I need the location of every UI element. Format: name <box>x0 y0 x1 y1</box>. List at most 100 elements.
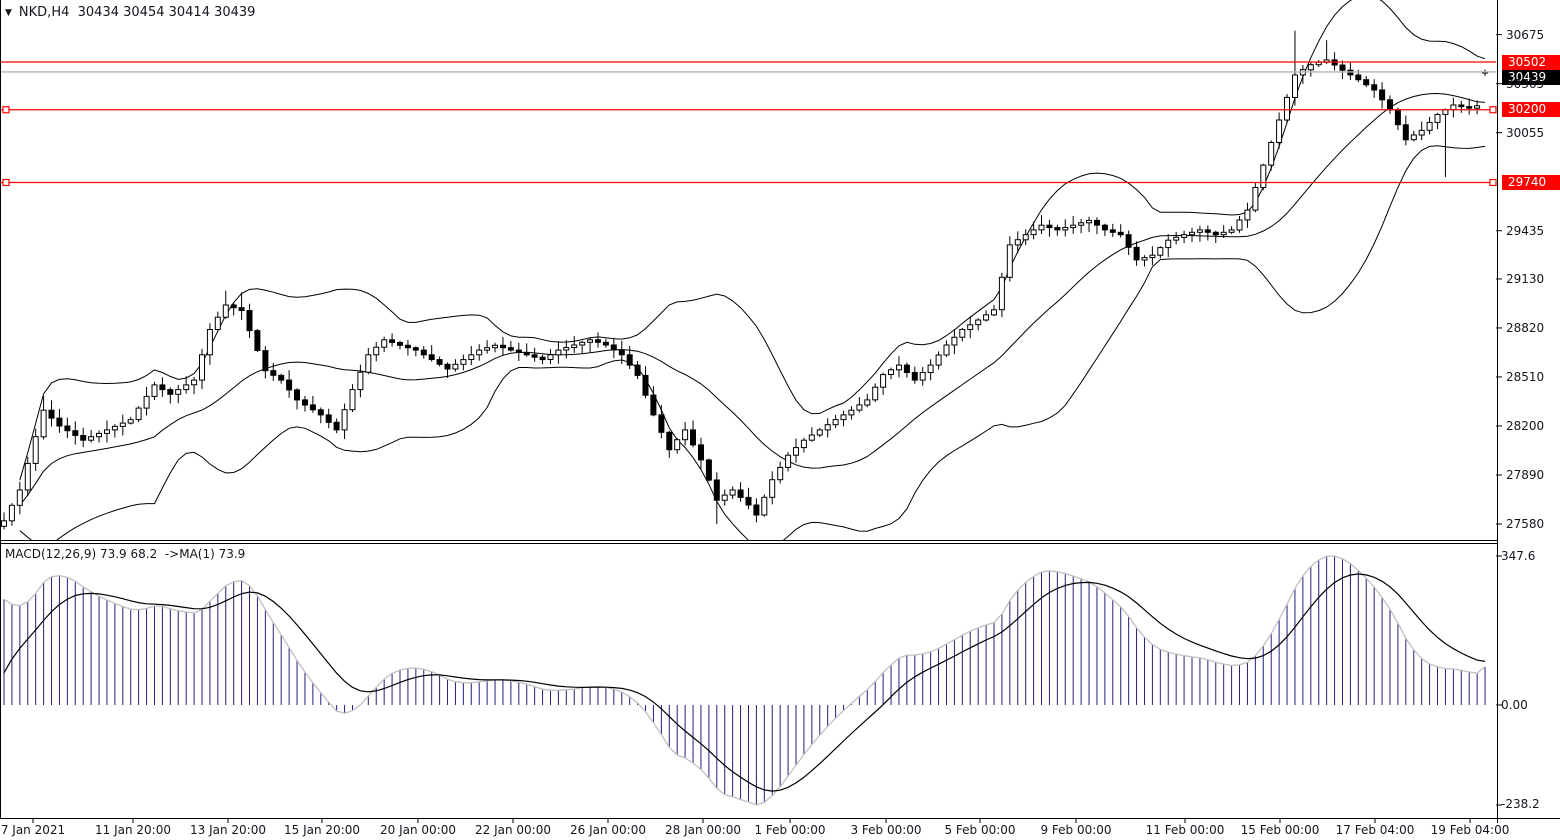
candle-body <box>468 354 475 360</box>
candle-body <box>1355 74 1362 81</box>
candle-body <box>1394 109 1401 126</box>
candle-body <box>1466 106 1473 109</box>
hline-price-tag-30200[interactable]: 30200 <box>1502 102 1560 118</box>
candle-body <box>943 344 950 356</box>
candle-body <box>666 431 673 451</box>
candle-body <box>111 425 118 431</box>
candle-body <box>563 347 570 351</box>
price-axis-label: 30055 <box>1506 125 1545 140</box>
candle-body <box>325 414 332 423</box>
candle-body <box>1078 222 1085 226</box>
candle-body <box>872 386 879 401</box>
candle-body <box>832 419 839 426</box>
candle-body <box>444 363 451 370</box>
candle-body <box>262 350 269 372</box>
candle-body <box>602 341 609 346</box>
candle-body <box>808 434 815 441</box>
candle-body <box>777 466 784 481</box>
candle-body <box>96 432 102 438</box>
candle-body <box>88 436 95 441</box>
time-axis-label: 26 Jan 00:00 <box>570 823 646 837</box>
candle-body <box>159 384 166 391</box>
candle-body <box>48 409 55 419</box>
candle-body <box>1474 105 1481 109</box>
time-axis-label: 22 Jan 00:00 <box>475 823 551 837</box>
bollinger-middle <box>19 92 1486 506</box>
candle-body <box>238 307 245 312</box>
candle-body <box>397 342 403 346</box>
candle-body <box>412 347 419 351</box>
candle-body <box>294 389 300 401</box>
candle-body <box>1410 134 1417 141</box>
candle-body <box>674 439 681 451</box>
hline-anchor-marker[interactable] <box>1489 106 1497 114</box>
candle-body <box>721 494 728 501</box>
candle-body <box>389 339 396 343</box>
candle-body <box>927 364 934 374</box>
candle-body <box>610 344 617 351</box>
candle-body <box>1442 109 1449 115</box>
candle-body <box>1196 229 1203 233</box>
candle-body <box>1117 231 1124 236</box>
candle-body <box>1086 219 1092 224</box>
candle-body <box>935 354 942 366</box>
candle-body <box>1268 142 1275 166</box>
candle-body <box>56 417 63 427</box>
candle-body <box>183 384 190 391</box>
candle-body <box>690 429 696 446</box>
candle-body <box>864 399 871 406</box>
candle-body <box>911 372 918 381</box>
candle-body <box>595 339 601 343</box>
candle-body <box>1006 244 1013 278</box>
candle-body <box>1228 229 1235 233</box>
candle-body <box>587 339 594 343</box>
candle-body <box>246 310 253 332</box>
candle-body <box>40 409 47 438</box>
candle-body <box>1371 84 1378 91</box>
candle-body <box>547 354 554 360</box>
candle-body <box>199 354 205 381</box>
candle-body <box>1220 231 1227 236</box>
hline-anchor-marker[interactable] <box>2 106 10 114</box>
hline-anchor-marker[interactable] <box>2 178 10 187</box>
candle-body <box>967 324 974 330</box>
time-axis-label: 3 Feb 00:00 <box>850 823 922 837</box>
candle-body <box>1292 74 1298 98</box>
candle-body <box>341 409 348 431</box>
symbol-dropdown-icon[interactable]: ▼ <box>5 8 12 18</box>
hline-anchor-marker[interactable] <box>1489 178 1497 187</box>
price-axis-label: 28200 <box>1506 418 1545 433</box>
candle-body <box>72 430 79 436</box>
candle-body <box>1054 227 1061 231</box>
candle-body <box>761 496 768 516</box>
candle-body <box>222 304 229 318</box>
price-axis-label: 27580 <box>1506 516 1545 531</box>
candle-body <box>143 395 150 409</box>
candle-body <box>191 379 198 386</box>
candle-body <box>127 419 134 424</box>
candle-body <box>1109 229 1116 233</box>
hline-price-tag-30502[interactable]: 30502 <box>1502 54 1560 70</box>
candle-body <box>175 389 182 395</box>
candle-body <box>991 309 997 316</box>
candle-body <box>729 489 736 496</box>
price-axis-label: 29435 <box>1506 223 1545 238</box>
candle-body <box>1212 231 1219 236</box>
hline-price-tag-29740[interactable]: 29740 <box>1502 175 1560 190</box>
time-axis-label: 15 Jan 20:00 <box>284 823 360 837</box>
candle-body <box>800 439 807 449</box>
candle-body <box>1038 224 1045 231</box>
candle-body <box>151 384 158 397</box>
time-axis-label: 20 Jan 00:00 <box>380 823 456 837</box>
candle-body <box>737 489 744 498</box>
candle-body <box>476 349 483 356</box>
candle-body <box>286 379 293 391</box>
candle-body <box>278 374 285 381</box>
time-axis-label: 5 Feb 00:00 <box>944 823 1016 837</box>
time-axis-label: 7 Jan 2021 <box>0 823 66 837</box>
candle-body <box>436 359 443 365</box>
candle-body <box>824 424 831 431</box>
axes <box>0 0 1560 823</box>
